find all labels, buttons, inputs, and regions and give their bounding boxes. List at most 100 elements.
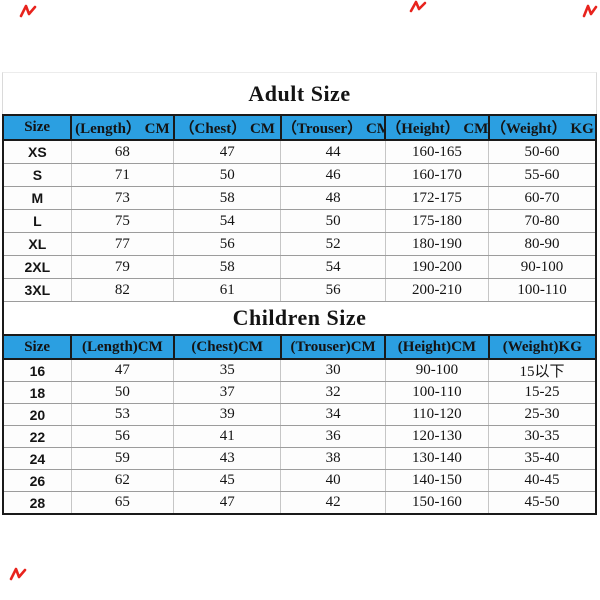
children-value-cell: 15-25 xyxy=(488,381,597,404)
children-value-cell: 47 xyxy=(70,358,175,382)
children-value-cell: 37 xyxy=(173,381,282,404)
children-size-label: 16 xyxy=(2,358,72,382)
adult-value-cell: 180-190 xyxy=(384,232,490,256)
adult-value-cell: 82 xyxy=(70,278,175,302)
adult-value-cell: 160-165 xyxy=(384,139,490,164)
adult-column-header: (Length） CM xyxy=(70,114,175,141)
red-ink-mark xyxy=(409,0,427,13)
children-value-cell: 140-150 xyxy=(384,469,490,492)
table-row: 22 56 41 36 120-130 30-35 xyxy=(2,425,597,448)
adult-value-cell: 52 xyxy=(280,232,386,256)
adult-value-cell: 55-60 xyxy=(488,163,597,187)
children-value-cell: 90-100 xyxy=(384,358,490,382)
adult-value-cell: 47 xyxy=(173,139,282,164)
adult-value-cell: 44 xyxy=(280,139,386,164)
adult-size-title-band: Adult Size xyxy=(2,72,597,114)
children-value-cell: 50 xyxy=(70,381,175,404)
adult-value-cell: 50 xyxy=(280,209,386,233)
adult-value-cell: 190-200 xyxy=(384,255,490,279)
children-value-cell: 45-50 xyxy=(488,491,597,515)
size-chart-sheet: Adult Size Size (Length） CM （Chest） CM （Tro… xyxy=(1,72,598,515)
adult-value-cell: 58 xyxy=(173,255,282,279)
children-value-cell: 38 xyxy=(280,447,386,470)
adult-value-cell: 54 xyxy=(173,209,282,233)
table-row: 2XL 79 58 54 190-200 90-100 xyxy=(2,255,597,279)
adult-value-cell: 71 xyxy=(70,163,175,187)
children-value-cell: 40 xyxy=(280,469,386,492)
children-column-header: (Weight)KG xyxy=(487,334,598,360)
children-value-cell: 120-130 xyxy=(384,425,490,448)
adult-value-cell: 79 xyxy=(70,255,175,279)
children-size-label: 26 xyxy=(2,469,72,492)
table-row: 24 59 43 38 130-140 35-40 xyxy=(2,447,597,470)
adult-column-header: （Trouser） CM xyxy=(279,114,387,141)
adult-value-cell: 56 xyxy=(280,278,386,302)
adult-value-cell: 54 xyxy=(280,255,386,279)
children-value-cell: 30-35 xyxy=(488,425,597,448)
adult-value-cell: 73 xyxy=(70,186,175,210)
red-ink-mark xyxy=(19,4,37,18)
adult-size-label: M xyxy=(2,186,72,210)
table-row: M 73 58 48 172-175 60-70 xyxy=(2,186,597,210)
adult-value-cell: 200-210 xyxy=(384,278,490,302)
adult-value-cell: 48 xyxy=(280,186,386,210)
children-column-header: (Height)CM xyxy=(384,334,490,360)
adult-size-label: XL xyxy=(2,232,72,256)
table-row: S 71 50 46 160-170 55-60 xyxy=(2,163,597,187)
children-column-header: (Trouser)CM xyxy=(279,334,387,360)
table-row: 18 50 37 32 100-110 15-25 xyxy=(2,381,597,404)
adult-value-cell: 100-110 xyxy=(488,278,597,302)
children-value-cell: 30 xyxy=(280,358,386,382)
children-column-header: (Chest)CM xyxy=(172,334,282,360)
children-value-cell: 100-110 xyxy=(384,381,490,404)
adult-value-cell: 60-70 xyxy=(488,186,597,210)
children-column-header: Size xyxy=(1,334,73,360)
table-row: 26 62 45 40 140-150 40-45 xyxy=(2,469,597,492)
adult-size-label: S xyxy=(2,163,72,187)
children-header-row: Size (Length)CM (Chest)CM (Trouser)CM (Heigh… xyxy=(1,334,598,360)
adult-value-cell: 50-60 xyxy=(488,139,597,164)
adult-column-header: （Weight） KG xyxy=(487,114,598,141)
adult-value-cell: 75 xyxy=(70,209,175,233)
adult-column-header: （Chest） CM xyxy=(172,114,282,141)
table-row: 20 53 39 34 110-120 25-30 xyxy=(2,403,597,426)
children-value-cell: 45 xyxy=(173,469,282,492)
adult-value-cell: 160-170 xyxy=(384,163,490,187)
children-value-cell: 130-140 xyxy=(384,447,490,470)
children-size-label: 24 xyxy=(2,447,72,470)
children-value-cell: 15以下 xyxy=(488,358,597,382)
adult-value-cell: 175-180 xyxy=(384,209,490,233)
table-row: XS 68 47 44 160-165 50-60 xyxy=(2,139,597,164)
children-value-cell: 59 xyxy=(70,447,175,470)
children-value-cell: 42 xyxy=(280,491,386,515)
children-value-cell: 35-40 xyxy=(488,447,597,470)
children-value-cell: 39 xyxy=(173,403,282,426)
children-value-cell: 32 xyxy=(280,381,386,404)
red-ink-mark xyxy=(582,4,598,18)
adult-size-label: L xyxy=(2,209,72,233)
table-row: L 75 54 50 175-180 70-80 xyxy=(2,209,597,233)
children-value-cell: 110-120 xyxy=(384,403,490,426)
table-row: 16 47 35 30 90-100 15以下 xyxy=(2,358,597,382)
children-value-cell: 53 xyxy=(70,403,175,426)
table-row: XL 77 56 52 180-190 80-90 xyxy=(2,232,597,256)
adult-column-header: （Height） CM xyxy=(384,114,490,141)
children-value-cell: 41 xyxy=(173,425,282,448)
adult-size-label: 2XL xyxy=(2,255,72,279)
children-value-cell: 65 xyxy=(70,491,175,515)
adult-size-label: 3XL xyxy=(2,278,72,302)
adult-value-cell: 56 xyxy=(173,232,282,256)
adult-size-table: Size (Length） CM （Chest） CM （Trouser） CM （He… xyxy=(1,114,598,302)
children-size-title-band: Children Size xyxy=(2,302,597,334)
adult-size-label: XS xyxy=(2,139,72,164)
children-column-header: (Length)CM xyxy=(70,334,175,360)
adult-value-cell: 80-90 xyxy=(488,232,597,256)
red-ink-mark xyxy=(9,567,27,581)
adult-value-cell: 58 xyxy=(173,186,282,210)
children-size-label: 28 xyxy=(2,491,72,515)
adult-value-cell: 70-80 xyxy=(488,209,597,233)
adult-size-title: Adult Size xyxy=(248,80,351,106)
children-value-cell: 25-30 xyxy=(488,403,597,426)
children-value-cell: 40-45 xyxy=(488,469,597,492)
table-row: 28 65 47 42 150-160 45-50 xyxy=(2,491,597,515)
